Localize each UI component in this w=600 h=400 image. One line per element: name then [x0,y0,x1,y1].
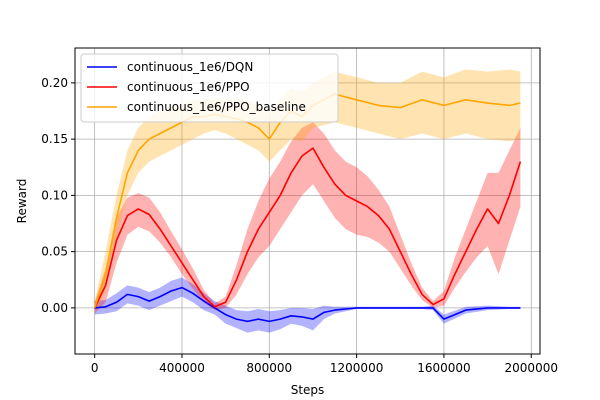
y-tick-label: 0.20 [41,76,68,90]
x-tick-label: 0 [91,361,99,375]
x-tick-label: 800000 [246,361,292,375]
y-tick-label: 0.15 [41,132,68,146]
x-axis-ticks: 0 400000 800000 1200000 1600000 2000000 [91,354,558,375]
legend-label-1: continuous_1e6/DQN [127,60,253,74]
line-series-3 [93,93,521,309]
y-tick-label: 0.10 [41,188,68,202]
band-series-3 [94,69,521,314]
y-tick-label: 0.05 [41,245,68,259]
x-tick-label: 2000000 [505,361,558,375]
y-axis-ticks: 0.00 0.05 0.10 0.15 0.20 [41,76,75,315]
legend: continuous_1e6/DQN continuous_1e6/PPOcont… [80,53,339,123]
legend-label-3: continuous_1e6/PPO_baseline [127,100,306,114]
legend-label-2: continuous_1e6/PPO [127,80,250,94]
y-axis-label: Reward [15,179,29,224]
line-series-1 [94,286,521,323]
legend-box [80,53,339,123]
x-tick-label: 400000 [159,361,205,375]
band-series-2 [94,122,521,314]
x-tick-label: 1600000 [417,361,470,375]
line-series-2 [93,147,522,309]
y-tick-label: 0.00 [41,301,68,315]
x-tick-label: 1200000 [330,361,383,375]
plot-frame [74,47,541,355]
series-lines [93,93,522,323]
x-axis-label: Steps [291,383,325,397]
